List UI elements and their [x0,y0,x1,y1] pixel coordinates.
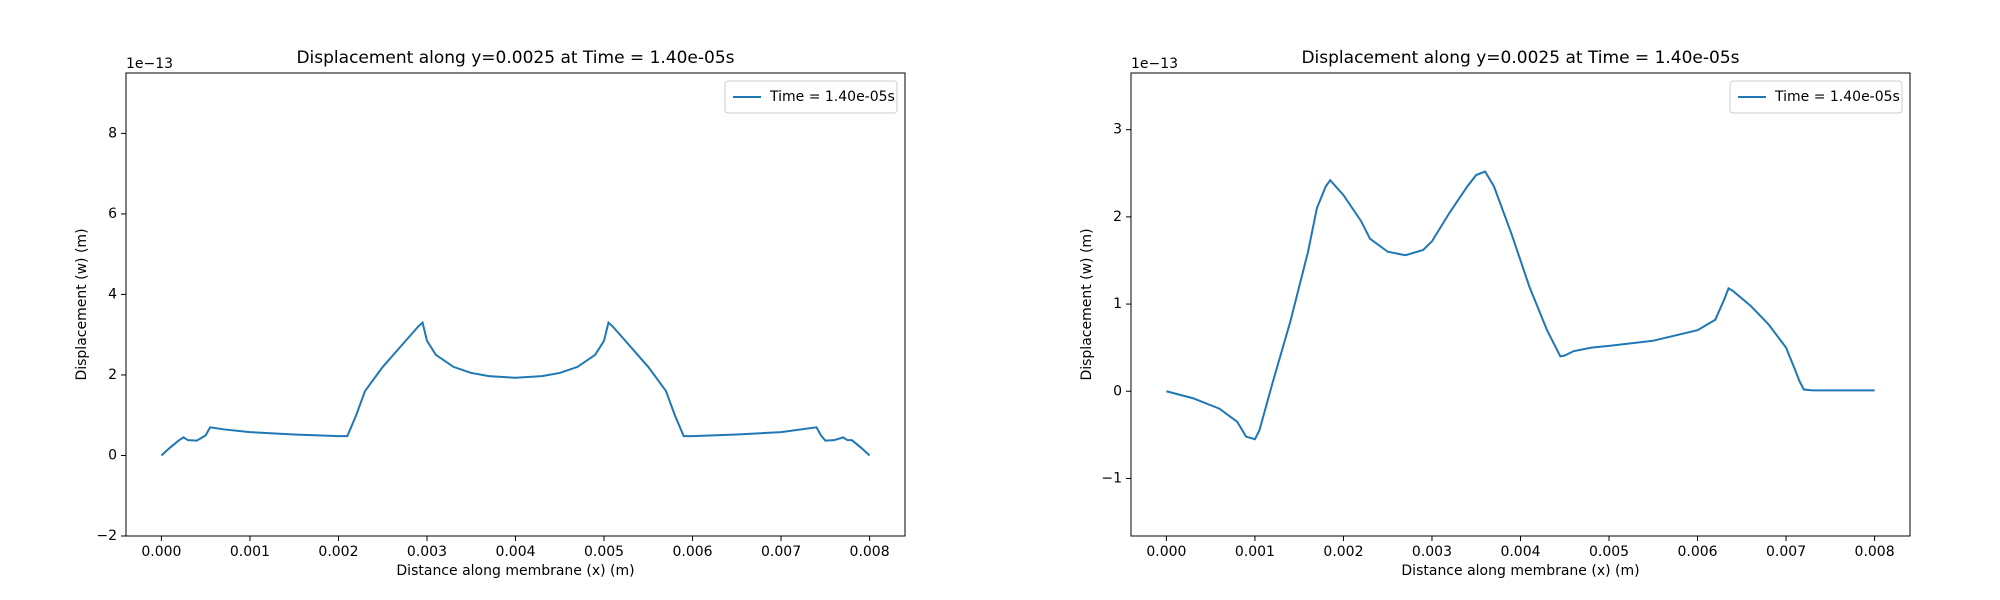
x-tick-label: 0.000 [1146,544,1186,560]
x-tick-label: 0.004 [495,544,535,560]
data-line [160,320,871,457]
legend-box [1729,80,1903,114]
y-axis-label: Displacement (w) (m) [74,228,90,380]
chart-title: Displacement along y=0.0025 at Time = 1.… [296,48,734,68]
y-tick-label: 4 [108,286,117,302]
y-tick-label: 8 [108,125,117,141]
x-tick-label: 0.007 [1766,544,1806,560]
x-tick-label: 0.002 [1323,544,1363,560]
x-tick-label: 0.003 [1412,544,1452,560]
y-tick-label: 2 [108,367,117,383]
x-tick-label: 0.008 [1855,544,1895,560]
y-tick-label: 1 [1113,296,1122,312]
x-tick-label: 0.001 [230,544,270,560]
chart-title: Displacement along y=0.0025 at Time = 1.… [1301,48,1739,68]
y-tick-label: 0 [1113,383,1122,399]
x-tick-label: 0.004 [1500,544,1540,560]
x-tick-label: 0.001 [1235,544,1275,560]
y-tick-label: 6 [108,206,117,222]
y-tick-label: 0 [108,447,117,463]
plot-frame [1130,72,1911,537]
y-scale-label: 1e−13 [126,56,173,72]
legend-label: Time = 1.40e-05s [769,89,895,105]
y-tick-label: −2 [96,528,117,544]
x-tick-label: 0.006 [672,544,712,560]
x-tick-label: 0.005 [1589,544,1629,560]
x-tick-label: 0.000 [141,544,181,560]
legend-label: Time = 1.40e-05s [1774,89,1900,105]
x-axis-label: Distance along membrane (x) (m) [396,563,634,579]
x-tick-label: 0.008 [850,544,890,560]
legend-box [724,80,898,114]
x-tick-label: 0.005 [584,544,624,560]
x-tick-label: 0.002 [318,544,358,560]
x-tick-label: 0.006 [1677,544,1717,560]
x-axis-label: Distance along membrane (x) (m) [1401,563,1639,579]
y-tick-label: 3 [1113,122,1122,138]
plot-frame [125,72,906,537]
data-line [1166,170,1875,441]
x-tick-label: 0.007 [761,544,801,560]
x-tick-label: 0.003 [407,544,447,560]
y-scale-label: 1e−13 [1131,56,1178,72]
y-tick-label: −1 [1101,470,1122,486]
y-tick-label: 2 [1113,209,1122,225]
y-axis-label: Displacement (w) (m) [1079,228,1095,380]
